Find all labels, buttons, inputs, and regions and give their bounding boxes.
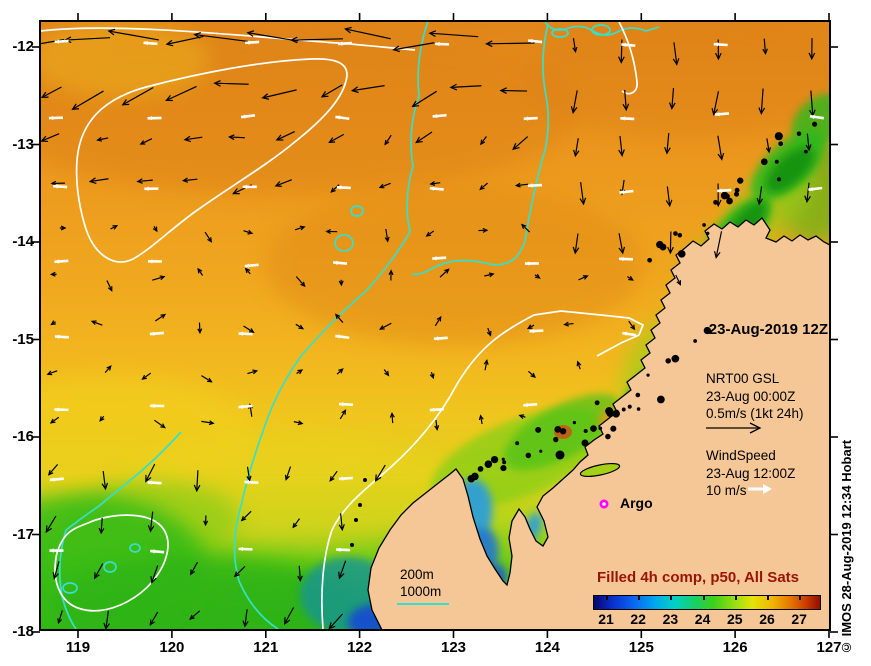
isobath-200m-label: 200m bbox=[400, 567, 434, 582]
x-axis-tick-label: 125 bbox=[628, 639, 654, 656]
x-axis-tick-label: 120 bbox=[159, 639, 185, 656]
colorbar-tick bbox=[606, 595, 608, 600]
y-axis-tick-label: -14 bbox=[12, 233, 34, 250]
y-axis-tick-label: -18 bbox=[12, 623, 34, 640]
colorbar-tick bbox=[702, 595, 705, 600]
colorbar-tick bbox=[670, 595, 673, 600]
argo-label: Argo bbox=[620, 495, 653, 511]
timestamp-label: 23-Aug-2019 12Z bbox=[708, 321, 828, 338]
x-axis-tick-label: 122 bbox=[347, 639, 373, 656]
x-axis-tick-label: 123 bbox=[440, 639, 467, 656]
x-axis-tick-label: 119 bbox=[65, 639, 91, 656]
colorbar-tick bbox=[767, 595, 769, 600]
wind-legend-title: WindSpeed bbox=[706, 448, 776, 463]
x-axis-tick-label: 124 bbox=[534, 639, 560, 656]
colorbar-tick-label: 21 bbox=[598, 611, 614, 627]
y-axis-tick-label: -17 bbox=[12, 525, 34, 543]
isobath-1000m-label: 1000m bbox=[400, 584, 442, 599]
colorbar-title: Filled 4h comp, p50, All Sats bbox=[597, 569, 799, 586]
gsl-legend-date: 23-Aug 00:00Z bbox=[706, 389, 796, 404]
y-axis-tick-label: -16 bbox=[12, 428, 34, 445]
y-axis-tick-label: -13 bbox=[12, 135, 34, 153]
colorbar-tick-label: 27 bbox=[791, 611, 807, 627]
y-axis-tick-label: -15 bbox=[12, 330, 34, 348]
x-axis-tick-label: 126 bbox=[722, 639, 748, 656]
colorbar-tick bbox=[799, 595, 802, 600]
colorbar-tick-label: 24 bbox=[694, 611, 711, 627]
credit-text: © IMOS 28-Aug-2019 12:34 Hobart bbox=[839, 439, 854, 655]
colorbar-tick bbox=[734, 595, 737, 600]
colorbar-tick-label: 22 bbox=[630, 611, 646, 627]
x-axis-tick-label: 121 bbox=[253, 639, 279, 656]
colorbar-tick-label: 25 bbox=[727, 611, 743, 627]
colorbar-tick-label: 26 bbox=[759, 611, 775, 627]
wind-legend-date: 23-Aug 12:00Z bbox=[706, 466, 796, 481]
colorbar-tick bbox=[638, 595, 641, 600]
y-axis-tick-label: -12 bbox=[12, 38, 34, 55]
x-axis-tick-label: 127 bbox=[816, 639, 842, 656]
wind-legend-scale: 10 m/s bbox=[706, 483, 747, 498]
colorbar-tick-label: 23 bbox=[662, 611, 679, 627]
gsl-legend-scale: 0.5m/s (1kt 24h) bbox=[706, 406, 804, 421]
colorbar bbox=[593, 595, 821, 610]
gsl-legend-title: NRT00 GSL bbox=[706, 371, 780, 386]
